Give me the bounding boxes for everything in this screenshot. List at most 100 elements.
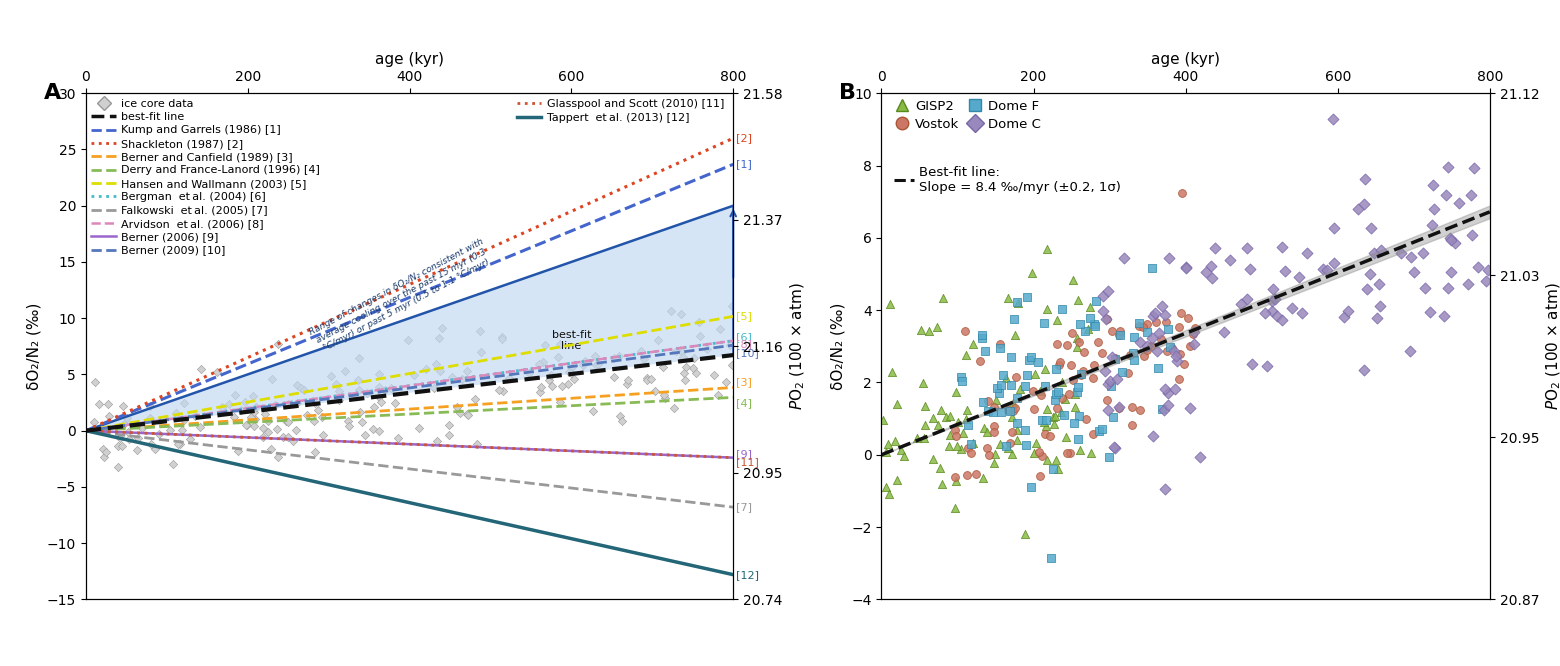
Point xyxy=(1434,189,1459,200)
Point xyxy=(1158,252,1182,263)
Point xyxy=(615,379,640,390)
Point xyxy=(1045,464,1070,475)
Point xyxy=(396,335,421,346)
Point xyxy=(1368,244,1393,255)
Point xyxy=(112,419,137,430)
Point xyxy=(256,416,281,426)
Point xyxy=(226,446,251,456)
Point xyxy=(1134,326,1159,337)
Point xyxy=(242,420,267,431)
Point xyxy=(1030,414,1055,425)
Point xyxy=(1176,313,1201,324)
Point xyxy=(924,622,948,633)
Point xyxy=(345,375,370,386)
Point xyxy=(661,402,686,413)
Point xyxy=(870,414,895,425)
Point xyxy=(360,424,385,434)
Point xyxy=(1153,317,1178,328)
Point xyxy=(1069,368,1094,379)
Point xyxy=(1287,272,1312,282)
Point xyxy=(1034,244,1059,254)
Point xyxy=(672,374,697,385)
Point xyxy=(284,424,309,435)
Point xyxy=(1083,321,1108,332)
Point xyxy=(114,413,139,424)
Point xyxy=(1022,404,1047,414)
Text: [5]: [5] xyxy=(736,312,752,322)
Point xyxy=(1012,529,1037,539)
Text: B: B xyxy=(839,83,856,103)
Point xyxy=(243,414,268,424)
Point xyxy=(1159,343,1184,354)
Point xyxy=(635,375,660,386)
Text: [9]: [9] xyxy=(736,450,752,460)
Point xyxy=(719,301,744,312)
Point xyxy=(1000,398,1025,408)
Point xyxy=(1031,416,1056,427)
Point xyxy=(1028,389,1053,400)
Point xyxy=(1353,364,1377,375)
Point xyxy=(961,339,986,350)
Point xyxy=(989,407,1014,418)
Point xyxy=(1435,282,1460,293)
Point xyxy=(95,398,120,409)
Point xyxy=(1367,279,1392,290)
Point xyxy=(367,369,392,380)
Point xyxy=(125,444,150,455)
Point xyxy=(1059,328,1084,338)
Point xyxy=(454,365,479,376)
Point xyxy=(421,382,446,393)
Point xyxy=(1143,345,1168,356)
Point xyxy=(1289,308,1314,318)
Point xyxy=(909,325,934,336)
Point xyxy=(1002,330,1026,340)
Point xyxy=(969,329,994,340)
Point xyxy=(289,383,314,394)
Point xyxy=(942,425,967,436)
Point xyxy=(548,397,573,408)
Point xyxy=(1048,406,1073,417)
Point xyxy=(927,420,952,430)
Point xyxy=(1095,395,1120,406)
Point xyxy=(1162,384,1187,394)
Point xyxy=(944,431,969,442)
Point xyxy=(1050,304,1075,314)
Point xyxy=(1359,223,1384,234)
Point xyxy=(115,427,140,438)
Point xyxy=(1020,386,1045,397)
Point xyxy=(972,423,997,434)
Point xyxy=(668,309,693,320)
Point xyxy=(1047,359,1072,370)
Point xyxy=(1459,190,1484,200)
Point xyxy=(933,412,958,423)
Point xyxy=(1270,314,1295,325)
Point xyxy=(1031,318,1056,328)
Point xyxy=(981,458,1006,469)
Point xyxy=(1181,328,1206,339)
Point xyxy=(253,409,278,420)
Point xyxy=(1003,372,1028,382)
Point xyxy=(952,326,977,336)
Point xyxy=(490,333,515,344)
Text: [8]: [8] xyxy=(736,339,752,349)
Point xyxy=(1101,442,1126,453)
Point xyxy=(1033,380,1058,391)
Point xyxy=(975,443,1000,454)
Point xyxy=(189,364,214,374)
Point xyxy=(635,372,660,383)
Point xyxy=(261,374,285,384)
Text: [11]: [11] xyxy=(736,457,758,467)
Point xyxy=(367,392,392,402)
Point xyxy=(1058,448,1083,458)
Point xyxy=(1335,305,1360,316)
Point xyxy=(1134,345,1159,356)
Point xyxy=(537,374,562,385)
Point xyxy=(1053,394,1078,404)
Point xyxy=(256,427,281,438)
Point xyxy=(328,395,353,406)
Point xyxy=(328,386,353,396)
Point xyxy=(1097,452,1122,462)
Point xyxy=(353,430,378,440)
Point xyxy=(938,430,963,440)
Point xyxy=(1026,471,1051,482)
